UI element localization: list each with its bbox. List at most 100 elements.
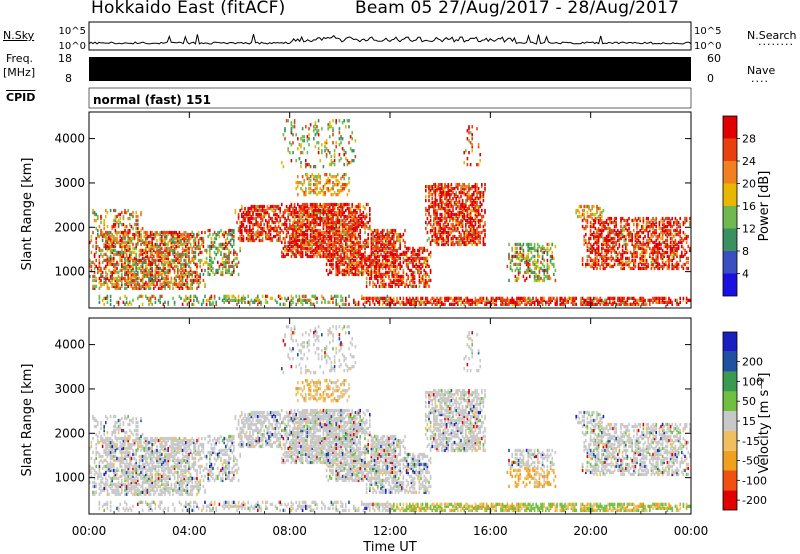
power-cell bbox=[255, 216, 257, 221]
power-cell bbox=[346, 244, 349, 249]
power-cell bbox=[412, 298, 414, 302]
power-cell bbox=[290, 131, 293, 135]
power-cell bbox=[425, 270, 427, 275]
power-cell bbox=[482, 224, 485, 229]
power-cell bbox=[295, 240, 297, 245]
power-cell bbox=[378, 300, 381, 304]
power-cell bbox=[527, 242, 529, 247]
power-cell bbox=[340, 220, 342, 225]
power-cell bbox=[545, 274, 547, 279]
power-cell bbox=[479, 224, 481, 229]
power-cell bbox=[468, 204, 470, 209]
power-cell bbox=[533, 262, 536, 267]
power-cell bbox=[116, 252, 118, 257]
power-cell bbox=[521, 300, 523, 304]
power-cell bbox=[266, 206, 269, 211]
power-cell bbox=[263, 208, 265, 213]
power-cell bbox=[173, 232, 176, 237]
power-cell bbox=[337, 272, 339, 277]
power-cell bbox=[188, 246, 190, 251]
power-cell bbox=[114, 268, 117, 273]
power-cell bbox=[234, 250, 237, 255]
power-cell bbox=[215, 234, 217, 239]
power-cell bbox=[332, 218, 334, 223]
power-cell bbox=[457, 212, 459, 217]
power-cell bbox=[178, 268, 181, 273]
power-cell bbox=[130, 274, 133, 279]
power-cell bbox=[433, 210, 435, 215]
power-cell bbox=[173, 248, 176, 253]
power-cell bbox=[228, 268, 230, 273]
power-cell bbox=[218, 244, 221, 249]
power-cell bbox=[353, 232, 355, 237]
power-cell bbox=[143, 240, 145, 245]
power-cell bbox=[319, 254, 321, 259]
power-cell bbox=[353, 246, 355, 251]
power-cell bbox=[297, 181, 299, 185]
power-cell bbox=[121, 252, 123, 257]
power-cell bbox=[329, 230, 331, 235]
power-cell bbox=[335, 212, 337, 217]
power-cell bbox=[321, 248, 323, 253]
power-cell bbox=[255, 232, 257, 237]
power-cell bbox=[199, 246, 201, 251]
power-cell bbox=[210, 294, 213, 298]
power-cell bbox=[295, 210, 297, 215]
power-cell bbox=[346, 266, 349, 271]
power-cell bbox=[341, 212, 344, 217]
power-cell bbox=[381, 272, 384, 277]
power-cell bbox=[289, 204, 291, 209]
nave-tick-high: 60 bbox=[707, 52, 721, 65]
power-cell bbox=[423, 282, 425, 286]
power-cell bbox=[362, 220, 365, 225]
power-cell bbox=[111, 284, 113, 288]
power-cell bbox=[132, 258, 134, 263]
power-cell bbox=[164, 242, 166, 247]
power-cell bbox=[180, 232, 182, 237]
power-cell bbox=[327, 212, 329, 217]
power-cell bbox=[231, 244, 233, 249]
power-cell bbox=[247, 294, 249, 298]
power-cell bbox=[169, 280, 171, 285]
power-cell bbox=[244, 218, 246, 223]
power-cell bbox=[322, 240, 325, 245]
power-cell bbox=[359, 230, 361, 235]
power-cell bbox=[260, 204, 262, 209]
power-cell bbox=[309, 165, 312, 169]
power-cell bbox=[322, 187, 325, 191]
power-cell bbox=[346, 119, 349, 123]
power-cell bbox=[343, 232, 345, 237]
power-cell bbox=[428, 252, 430, 257]
power-cell bbox=[154, 266, 157, 271]
power-cell bbox=[151, 252, 153, 257]
power-cell bbox=[301, 204, 304, 209]
power-cell bbox=[471, 193, 473, 197]
power-cell bbox=[207, 272, 209, 277]
power-cell bbox=[397, 256, 400, 261]
power-cell bbox=[383, 262, 385, 267]
power-cell bbox=[415, 252, 417, 257]
power-cell bbox=[202, 262, 205, 267]
power-cell bbox=[335, 224, 337, 229]
power-cell bbox=[121, 246, 123, 251]
power-cell bbox=[165, 278, 168, 283]
power-cell bbox=[250, 228, 253, 233]
power-cell bbox=[194, 270, 197, 275]
power-cell bbox=[428, 300, 430, 304]
power-cell bbox=[460, 210, 462, 215]
power-cell bbox=[285, 298, 288, 302]
power-cell bbox=[101, 248, 104, 253]
power-cell bbox=[141, 252, 144, 257]
power-cell bbox=[346, 264, 349, 269]
power-cell bbox=[183, 282, 185, 286]
power-cell bbox=[316, 232, 318, 237]
power-cell bbox=[145, 270, 147, 275]
power-cell bbox=[298, 250, 301, 255]
power-cell bbox=[189, 278, 192, 283]
power-cell bbox=[508, 252, 510, 257]
power-cell bbox=[394, 258, 397, 263]
power-cell bbox=[465, 236, 467, 241]
power-cell bbox=[300, 214, 302, 219]
power-cell bbox=[389, 280, 392, 285]
power-cell bbox=[156, 266, 158, 271]
